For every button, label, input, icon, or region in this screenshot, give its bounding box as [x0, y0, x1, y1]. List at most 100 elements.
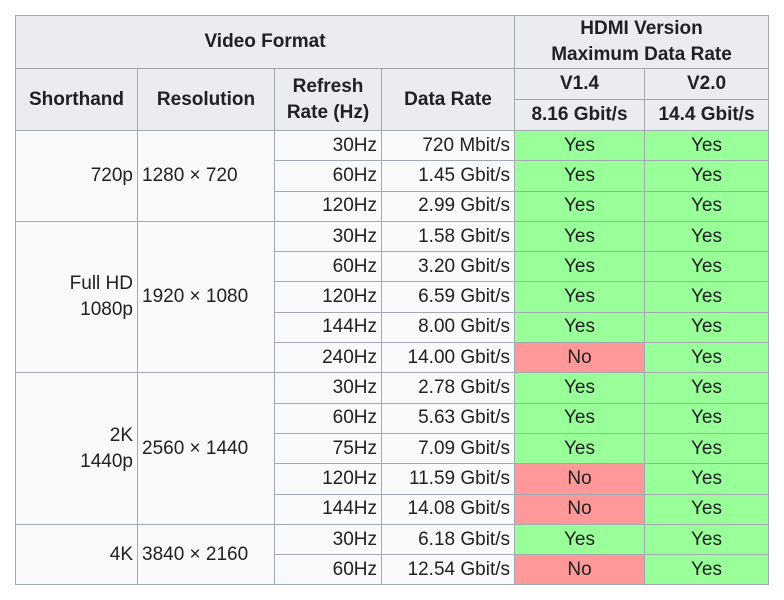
data-rate: 720 Mbit/s: [381, 129, 515, 162]
support-cell: Yes: [644, 129, 769, 162]
cell-text: Yes: [564, 225, 595, 247]
support-cell: No: [514, 493, 645, 525]
cell-text: 2.78 Gbit/s: [418, 377, 510, 399]
cell-text: Yes: [691, 498, 722, 520]
cell-text: 3840 × 2160: [142, 543, 249, 565]
cell-text: 2K: [109, 424, 133, 446]
cell-text: 1.45 Gbit/s: [418, 164, 510, 186]
cell-text: 144Hz: [322, 316, 377, 338]
header-column: Shorthand: [15, 68, 138, 131]
cell-text: 60Hz: [332, 407, 377, 429]
cell-text: Yes: [564, 255, 595, 277]
cell-text: 14.00 Gbit/s: [407, 346, 510, 368]
header-column: Resolution: [137, 68, 275, 131]
header-max-rate: 8.16 Gbit/s: [514, 99, 645, 131]
cell-text: Yes: [564, 528, 595, 550]
cell-text: No: [567, 558, 592, 580]
cell-text: Yes: [564, 195, 595, 217]
cell-text: Yes: [691, 558, 722, 580]
support-cell: Yes: [644, 432, 769, 465]
cell-text: Yes: [564, 407, 595, 429]
shorthand: Full HD 1080p: [15, 220, 138, 374]
data-rate: 2.78 Gbit/s: [381, 372, 515, 404]
cell-text: V1.4: [559, 73, 600, 94]
table-row: 75Hz 7.09 Gbit/s Yes Yes: [16, 432, 769, 465]
refresh-rate: 30Hz: [274, 220, 382, 253]
resolution: 1920 × 1080: [137, 220, 275, 374]
resolution: 3840 × 2160: [137, 523, 275, 586]
cell-text: 8.00 Gbit/s: [418, 316, 510, 338]
cell-text: 5.63 Gbit/s: [418, 407, 510, 429]
support-cell: Yes: [644, 190, 769, 222]
cell-text: 1920 × 1080: [142, 286, 249, 308]
support-cell: Yes: [514, 220, 645, 253]
support-cell: Yes: [644, 281, 769, 313]
data-rate: 1.45 Gbit/s: [381, 160, 515, 192]
refresh-rate: 75Hz: [274, 432, 382, 465]
cell-text: Yes: [691, 528, 722, 550]
table-row: 60Hz 12.54 Gbit/s No Yes: [16, 554, 769, 586]
shorthand: 720p: [15, 130, 138, 222]
table-row: 60Hz 1.45 Gbit/s Yes Yes: [16, 160, 769, 192]
support-cell: Yes: [514, 311, 645, 344]
cell-text: 12.54 Gbit/s: [407, 558, 510, 580]
cell-text: Full HD: [69, 273, 133, 295]
support-cell: Yes: [644, 402, 769, 434]
cell-text: 120Hz: [322, 286, 377, 308]
table-row: Full HD 1080p 1920 × 1080 30Hz 1.58 Gbit/s Ye…: [15, 220, 769, 374]
refresh-rate: 60Hz: [274, 554, 382, 586]
cell-text: Yes: [691, 286, 722, 308]
cell-text: 75Hz: [332, 437, 377, 459]
cell-text: Yes: [564, 134, 595, 156]
cell-text: 8.16 Gbit/s: [531, 104, 628, 125]
support-cell: Yes: [644, 554, 769, 586]
table-row: 144Hz 8.00 Gbit/s Yes Yes: [16, 311, 769, 344]
cell-text: 14.4 Gbit/s: [658, 104, 755, 125]
cell-text: Yes: [691, 437, 722, 459]
cell-text: No: [567, 467, 592, 489]
refresh-rate: 240Hz: [274, 342, 382, 374]
table-row: 120Hz 11.59 Gbit/s No Yes: [16, 463, 769, 495]
header-hdmi-version: HDMI Version Maximum Data Rate: [514, 15, 769, 69]
cell-text: 2.99 Gbit/s: [418, 195, 510, 217]
support-cell: Yes: [644, 493, 769, 525]
cell-text: 30Hz: [332, 377, 377, 399]
table-row: 144Hz 14.08 Gbit/s No Yes: [16, 493, 769, 525]
cell-text: 120Hz: [322, 195, 377, 217]
data-rate: 11.59 Gbit/s: [381, 463, 515, 495]
table-row: 60Hz 3.20 Gbit/s Yes Yes: [16, 251, 769, 283]
cell-text: 2560 × 1440: [142, 437, 249, 459]
resolution: 2560 × 1440: [137, 372, 275, 525]
cell-text: No: [567, 498, 592, 520]
cell-text: Shorthand: [29, 88, 124, 110]
cell-text: Yes: [691, 377, 722, 399]
resolution: 1280 × 720: [137, 130, 275, 222]
cell-text: 1440p: [80, 450, 133, 472]
cell-text: 4K: [109, 543, 133, 565]
cell-text: Yes: [691, 316, 722, 338]
cell-text: 720 Mbit/s: [422, 134, 510, 156]
cell-text: 60Hz: [332, 164, 377, 186]
header-video-format: Video Format: [15, 15, 515, 69]
cell-text: No: [567, 346, 592, 368]
refresh-rate: 144Hz: [274, 493, 382, 525]
cell-text: 60Hz: [332, 255, 377, 277]
header-column: Data Rate: [381, 68, 515, 131]
support-cell: No: [514, 463, 645, 495]
support-cell: Yes: [644, 311, 769, 344]
cell-text: Yes: [691, 467, 722, 489]
cell-text: 720p: [90, 164, 133, 186]
cell-text: Yes: [564, 377, 595, 399]
cell-text: 240Hz: [322, 346, 377, 368]
header-max-rate: 14.4 Gbit/s: [644, 99, 769, 131]
refresh-rate: 30Hz: [274, 129, 382, 162]
cell-text: 6.59 Gbit/s: [418, 286, 510, 308]
data-rate: 5.63 Gbit/s: [381, 402, 515, 434]
cell-text: 1.58 Gbit/s: [418, 225, 510, 247]
table-row: Video Format HDMI Version Maximum Data Rat…: [15, 15, 769, 69]
header-column: Refresh Rate (Hz): [274, 68, 382, 131]
header-version: V2.0: [644, 68, 769, 100]
table-row: 8.16 Gbit/s 14.4 Gbit/s: [16, 99, 769, 131]
support-cell: Yes: [514, 523, 645, 556]
